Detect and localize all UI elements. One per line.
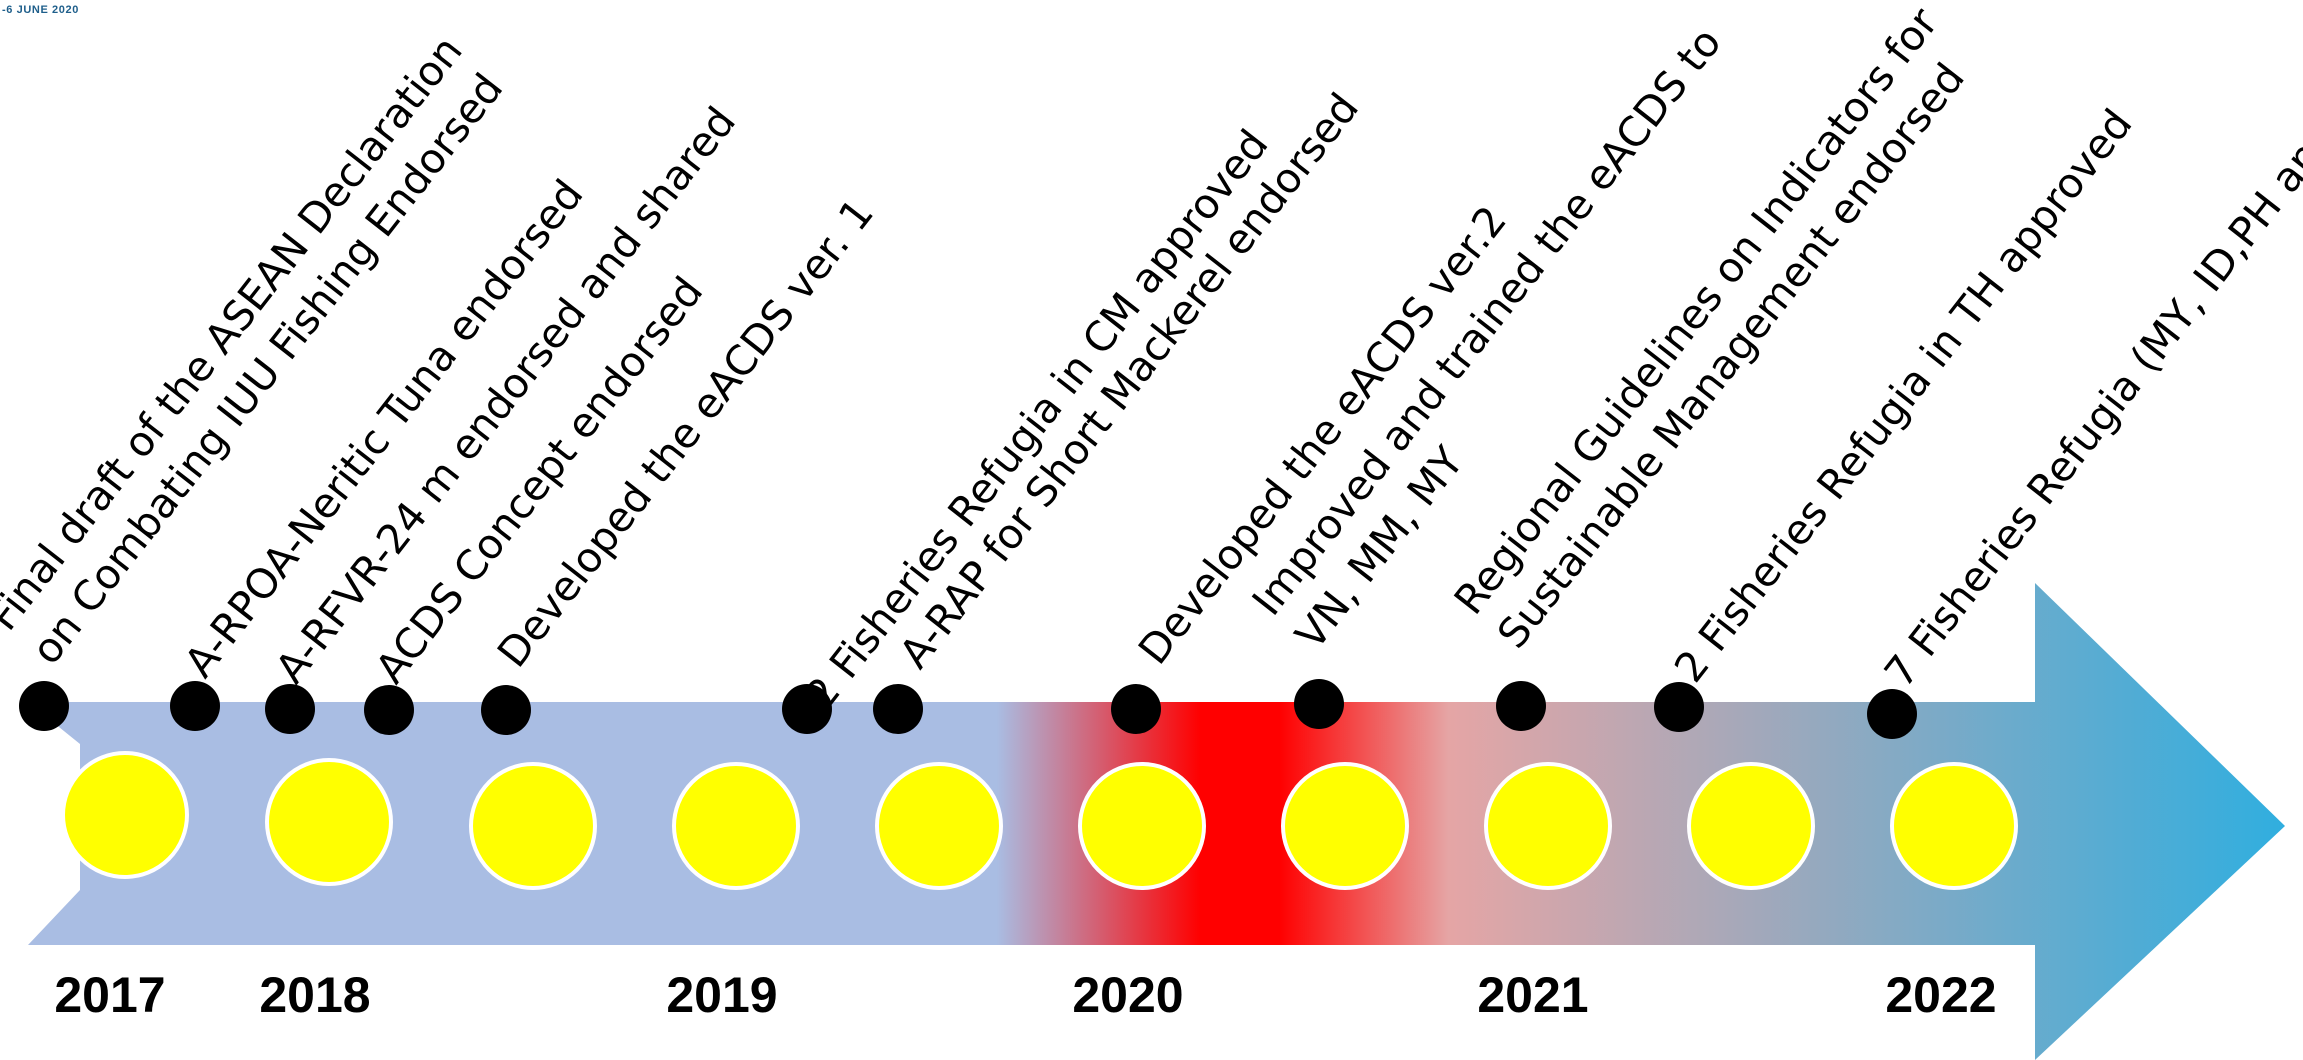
milestone-dot	[1654, 682, 1704, 732]
header-date: -6 JUNE 2020	[2, 4, 79, 16]
milestone-dot	[1496, 681, 1546, 731]
milestone-dot	[1111, 684, 1161, 734]
milestone-label: 2 Fisheries Refugia in TH approved	[1665, 100, 2141, 691]
year-marker-circle	[672, 762, 800, 890]
milestone-dot	[1867, 689, 1917, 739]
milestone-dots	[19, 679, 1917, 739]
year-marker-circle	[61, 751, 189, 879]
milestone-label: Sustainable Management endorsed	[1488, 54, 1974, 657]
year-marker-circle	[1281, 762, 1409, 890]
year-marker-circle	[1078, 762, 1206, 890]
milestone-dot	[364, 685, 414, 735]
milestone-dot	[170, 681, 220, 731]
year-label-2022: 2022	[1885, 967, 1996, 1023]
year-label-2017: 2017	[54, 967, 165, 1023]
year-label-2021: 2021	[1477, 967, 1588, 1023]
milestone-dot	[782, 684, 832, 734]
milestone-dot	[1294, 679, 1344, 729]
milestone-dot	[481, 685, 531, 735]
year-marker-circle	[1890, 762, 2018, 890]
year-marker-circle	[265, 758, 393, 886]
year-marker-circle	[1687, 762, 1815, 890]
year-label-2018: 2018	[259, 967, 370, 1023]
year-label-2020: 2020	[1072, 967, 1183, 1023]
year-marker-circle	[469, 762, 597, 890]
milestone-dot	[265, 684, 315, 734]
year-labels: 2017 2018 2019 2020 2021 2022	[54, 967, 1996, 1023]
milestone-dot	[19, 681, 69, 731]
year-label-2019: 2019	[666, 967, 777, 1023]
year-marker-circle	[1484, 762, 1612, 890]
year-circles	[61, 751, 2018, 890]
year-marker-circle	[875, 762, 1003, 890]
milestone-dot	[873, 684, 923, 734]
